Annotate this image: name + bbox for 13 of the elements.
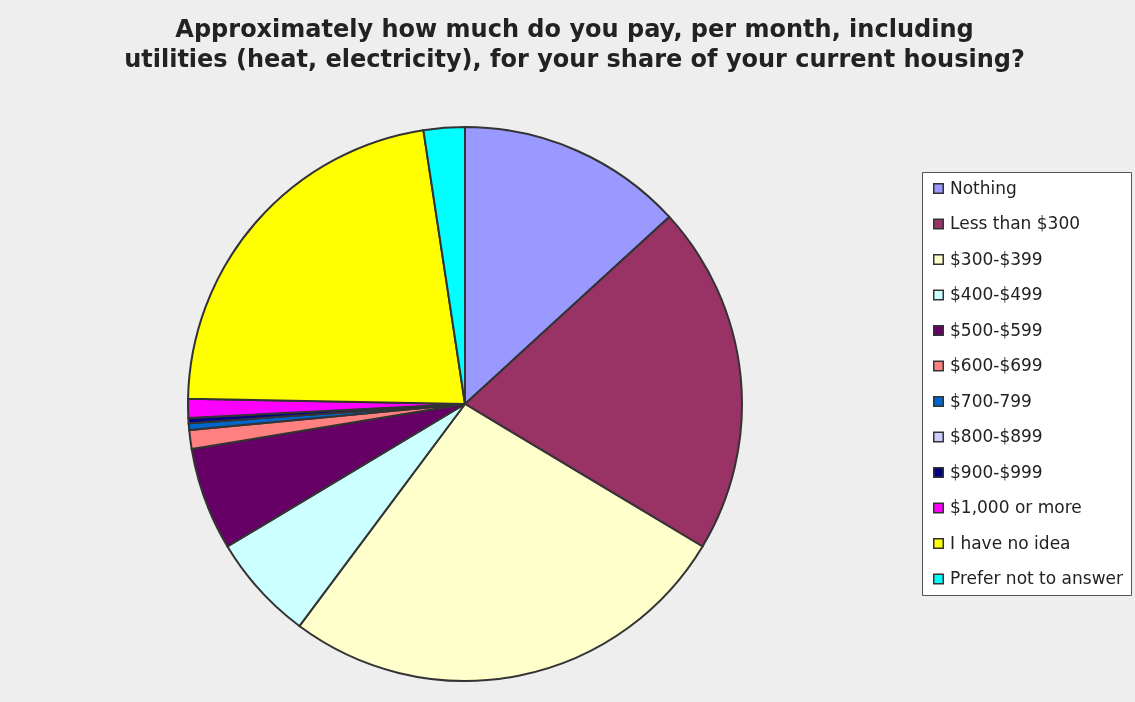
legend-label: Less than $300: [950, 213, 1081, 233]
legend-label: $800-$899: [950, 426, 1043, 446]
legend-label: Prefer not to answer: [950, 568, 1123, 588]
legend-label: $600-$699: [950, 355, 1043, 375]
legend-label: $700-799: [950, 390, 1032, 411]
legend-label: $400-$499: [950, 284, 1043, 304]
legend-label: $1,000 or more: [950, 497, 1082, 517]
legend-label: Nothing: [950, 177, 1017, 198]
chart-title: Approximately how much do you pay, per month, including utilities (heat, electricity), for your share of your current housing?: [124, 15, 1025, 73]
legend-label: $900-$999: [950, 461, 1043, 482]
legend-label: I have no idea: [950, 532, 1071, 553]
legend-label: $500-$599: [950, 319, 1043, 340]
legend-label: $300-$399: [950, 248, 1043, 269]
